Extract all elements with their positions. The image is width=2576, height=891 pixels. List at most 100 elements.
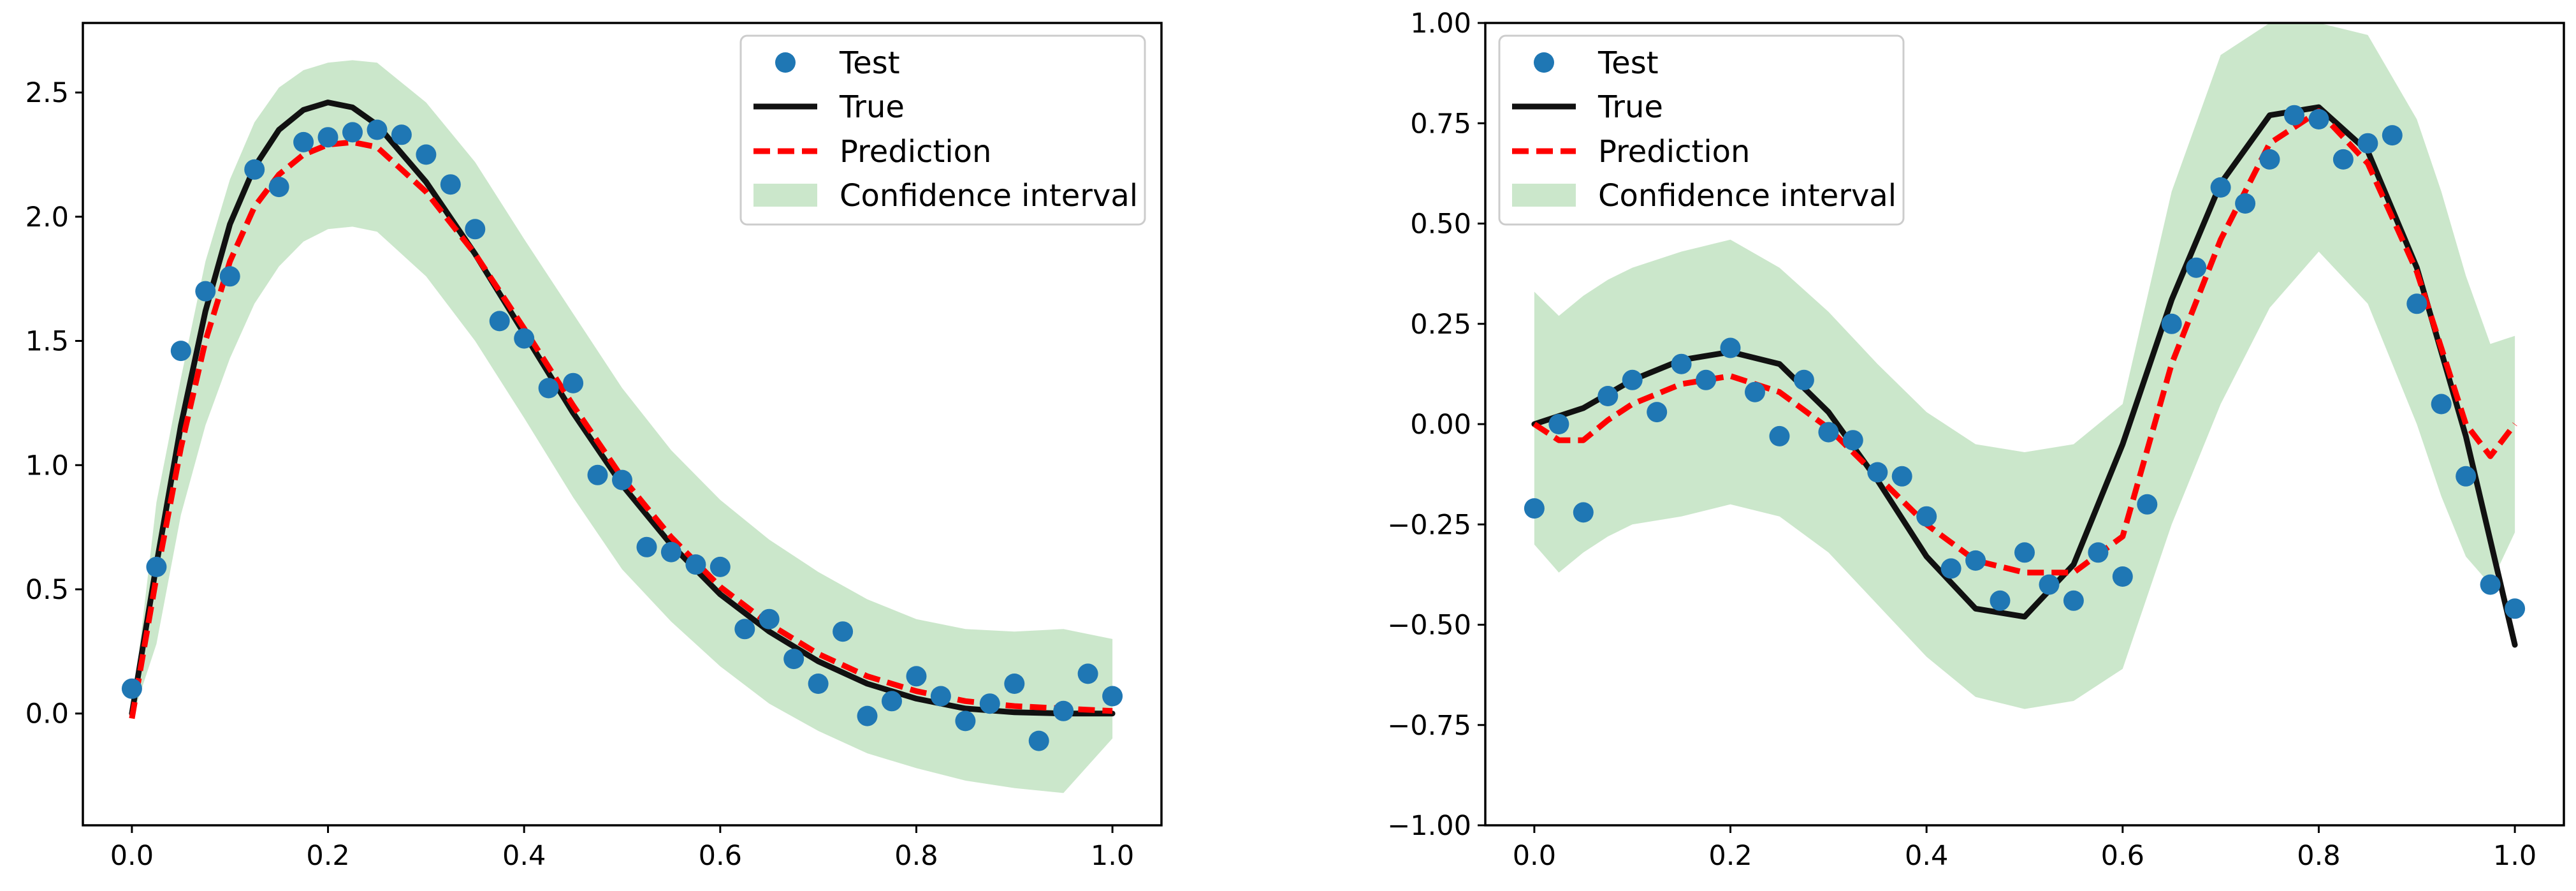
left-test-point (808, 674, 829, 694)
left-test-point (1077, 663, 1098, 684)
left-legend-confidence-swatch (753, 184, 817, 207)
left-test-point (955, 711, 976, 732)
right-confidence-band (1534, 23, 2515, 709)
left-x-tick-label: 0.2 (306, 840, 349, 872)
right-y-axis: −1.00 −0.75 −0.50 −0.25 0.00 0.25 0.50 0.75 1.00 (1387, 8, 1485, 842)
right-legend-test-marker (1534, 52, 1554, 73)
left-y-tick-label: 2.0 (25, 202, 69, 233)
right-chart-panel: 0.0 0.2 0.4 0.6 0.8 1.0 −1.00 −0.75 −0.50 −0.25 0… (1387, 8, 2565, 872)
left-x-axis: 0.0 0.2 0.4 0.6 0.8 1.0 (110, 825, 1134, 872)
left-test-point (930, 686, 951, 707)
right-test-point (2308, 109, 2329, 129)
left-test-point (857, 705, 878, 726)
left-x-tick-label: 1.0 (1091, 840, 1134, 872)
right-test-point (1548, 414, 1569, 434)
right-y-tick-label: −0.50 (1387, 610, 1471, 642)
right-test-point (1573, 502, 1594, 523)
left-test-point (563, 372, 584, 394)
left-test-point (195, 281, 216, 302)
left-test-point (709, 556, 731, 577)
right-y-tick-label: 0.00 (1410, 409, 1471, 441)
left-y-tick-label: 0.0 (25, 698, 69, 730)
left-test-point (514, 328, 535, 349)
right-test-point (1745, 381, 1765, 402)
right-test-point (1842, 430, 1863, 451)
right-test-point (1622, 369, 1643, 390)
left-test-point (146, 556, 167, 577)
right-test-point (1990, 590, 2011, 611)
right-test-point (1597, 386, 1619, 406)
left-test-point (783, 649, 804, 670)
left-test-point (1028, 730, 1049, 751)
right-test-point (2332, 149, 2354, 170)
left-test-point (465, 219, 486, 240)
left-axes-frame (82, 22, 1163, 827)
left-test-point (268, 177, 289, 198)
left-test-point (170, 341, 191, 362)
left-x-tick-label: 0.8 (894, 840, 938, 872)
right-test-point (2088, 542, 2109, 563)
right-confidence-area (1534, 23, 2515, 709)
right-x-tick-label: 0.2 (1708, 840, 1752, 872)
right-legend-label-prediction: Prediction (1598, 134, 1750, 170)
left-y-tick-label: 1.0 (25, 450, 69, 482)
left-confidence-area (131, 60, 1113, 793)
left-test-point (587, 464, 608, 485)
left-test-point (882, 691, 902, 712)
left-y-tick-label: 1.5 (25, 326, 69, 358)
right-test-point (2406, 293, 2427, 314)
right-test-point (1867, 462, 1888, 483)
right-test-point (1769, 425, 1790, 446)
right-test-point (2039, 574, 2060, 595)
left-legend-box (739, 34, 1146, 226)
right-test-point (2137, 494, 2158, 515)
right-test-points (1524, 105, 2526, 619)
left-test-point (538, 378, 559, 399)
right-y-tick-label: −0.25 (1387, 509, 1471, 541)
right-true-curve (1531, 104, 2518, 648)
left-test-point (391, 124, 412, 145)
left-x-tick-label: 0.0 (110, 840, 154, 872)
right-test-point (2161, 313, 2182, 334)
left-legend-label-test: Test (839, 45, 900, 81)
right-x-tick-label: 0.8 (2297, 840, 2340, 872)
left-test-point (121, 678, 142, 699)
left-test-point (440, 174, 461, 195)
right-legend-label-confidence: Confidence interval (1598, 178, 1896, 214)
left-true-curve (129, 99, 1116, 717)
left-test-point (342, 122, 363, 143)
left-test-point (660, 541, 681, 563)
left-test-point (636, 536, 657, 557)
left-legend-label-prediction: Prediction (840, 134, 991, 170)
left-x-tick-label: 0.4 (502, 840, 546, 872)
right-x-tick-label: 0.0 (1513, 840, 1556, 872)
right-test-point (1647, 402, 1668, 423)
right-test-point (1696, 369, 1717, 390)
right-x-axis: 0.0 0.2 0.4 0.6 0.8 1.0 (1513, 825, 2536, 872)
left-test-point (317, 127, 338, 148)
left-y-tick-label: 0.5 (25, 574, 69, 606)
left-test-point (759, 608, 780, 630)
left-y-tick-label: 2.5 (25, 77, 69, 109)
right-legend-confidence-swatch (1512, 184, 1576, 207)
right-legend-box (1498, 34, 1905, 226)
right-test-point (2480, 574, 2501, 595)
left-true-curve-group (129, 99, 1116, 717)
left-test-point (416, 144, 437, 165)
right-test-point (2235, 193, 2256, 214)
left-legend-label-true: True (839, 89, 905, 125)
right-test-point (2210, 177, 2231, 198)
left-test-points (121, 119, 1123, 751)
left-test-point (489, 311, 510, 332)
right-y-tick-label: −0.75 (1387, 710, 1471, 742)
left-test-point (293, 131, 314, 152)
left-x-tick-label: 0.6 (699, 840, 742, 872)
right-x-tick-label: 0.4 (1905, 840, 1948, 872)
right-test-point (2284, 105, 2304, 126)
right-test-point (2014, 542, 2035, 563)
left-test-point (219, 266, 240, 287)
right-test-point (2382, 125, 2403, 146)
right-test-point (2505, 598, 2526, 619)
right-prediction-curve-group (1532, 108, 2517, 576)
